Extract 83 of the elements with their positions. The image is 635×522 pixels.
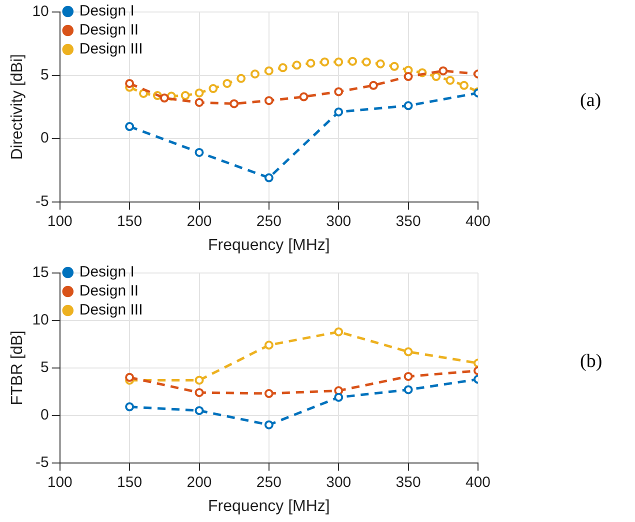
y-tick-label: -5 xyxy=(36,192,49,210)
text: (b) xyxy=(580,351,602,373)
point xyxy=(446,76,455,85)
x-tick-label: 250 xyxy=(256,212,282,230)
point xyxy=(376,59,385,68)
x-tick-label: 350 xyxy=(396,474,421,491)
x-tick-label: 200 xyxy=(186,474,212,491)
point xyxy=(222,78,232,88)
x-tick-label: 150 xyxy=(117,212,142,230)
point xyxy=(194,148,204,157)
x-tick-label: 100 xyxy=(47,212,72,230)
point xyxy=(125,122,134,132)
point xyxy=(348,56,358,66)
legend-label: Design I xyxy=(79,264,134,281)
point xyxy=(362,57,372,66)
x-tick-label: 250 xyxy=(256,474,282,491)
point xyxy=(460,80,469,90)
point xyxy=(438,66,448,76)
point xyxy=(306,58,316,68)
point xyxy=(250,70,260,78)
point xyxy=(139,88,148,98)
point xyxy=(368,80,378,90)
x-tick-label: 350 xyxy=(396,212,421,230)
x-tick-label: 300 xyxy=(326,474,352,491)
x-tick-label: 300 xyxy=(326,212,352,230)
point xyxy=(404,347,413,356)
y-tick-label: 5 xyxy=(40,359,49,376)
point xyxy=(264,389,274,398)
y-tick-label: 15 xyxy=(32,264,49,282)
x-tick-label: 100 xyxy=(47,474,72,491)
point xyxy=(180,91,190,100)
x-tick-label: 400 xyxy=(465,212,491,230)
y-axis-title: Directivity [dBi] xyxy=(9,54,26,160)
y-tick-label: 0 xyxy=(40,130,49,147)
point xyxy=(194,406,204,416)
legend-label: Design III xyxy=(79,40,143,58)
point xyxy=(404,101,413,110)
point xyxy=(320,57,330,66)
y-tick-label: -5 xyxy=(36,454,49,471)
point xyxy=(432,72,441,82)
y-tick-label: 5 xyxy=(40,66,49,84)
point xyxy=(404,385,413,394)
point xyxy=(194,88,204,98)
y-tick-label: 10 xyxy=(32,312,49,329)
point xyxy=(264,96,274,106)
x-tick-label: 200 xyxy=(186,212,212,230)
legend-label: Design III xyxy=(79,302,143,319)
y-axis-title: FTBR [dB] xyxy=(9,330,26,406)
point xyxy=(264,66,274,76)
point xyxy=(404,72,413,82)
point xyxy=(264,420,274,430)
point xyxy=(278,63,288,72)
point xyxy=(292,60,302,70)
point xyxy=(264,173,274,182)
point xyxy=(230,99,239,108)
point xyxy=(334,107,344,116)
point xyxy=(208,84,218,94)
y-tick-label: 10 xyxy=(32,3,49,20)
point xyxy=(390,62,399,71)
x-axis-title: Frequency [MHz] xyxy=(208,236,330,254)
x-tick-label: 400 xyxy=(465,474,491,491)
point xyxy=(334,57,344,66)
point xyxy=(299,92,308,102)
point xyxy=(125,78,134,88)
point xyxy=(264,340,274,350)
legend-label: Design I xyxy=(79,2,134,20)
x-tick-label: 150 xyxy=(117,474,142,491)
point xyxy=(404,372,413,381)
text: (a) xyxy=(580,90,602,112)
point xyxy=(125,372,134,382)
y-tick-label: 0 xyxy=(40,406,49,424)
legend-label: Design II xyxy=(79,282,139,300)
point xyxy=(160,94,169,103)
legend-label: Design II xyxy=(79,22,139,39)
point xyxy=(194,98,204,107)
x-axis-title: Frequency [MHz] xyxy=(208,498,330,515)
point xyxy=(334,327,344,336)
point xyxy=(194,376,204,385)
point xyxy=(334,392,344,402)
point xyxy=(125,402,134,412)
point xyxy=(334,87,344,96)
point xyxy=(194,388,204,398)
point xyxy=(236,74,246,83)
